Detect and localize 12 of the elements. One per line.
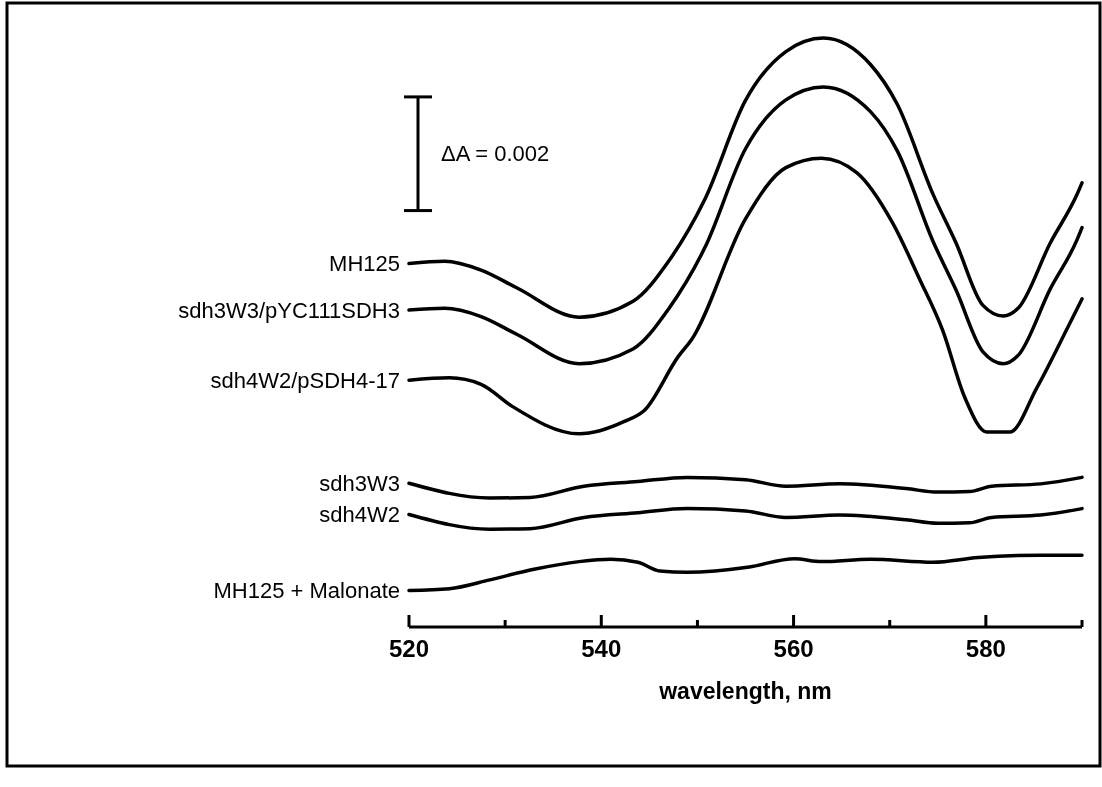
series-label: MH125 bbox=[329, 251, 400, 277]
x-tick-label: 580 bbox=[965, 635, 1006, 662]
series-label: sdh4W2/pSDH4-17 bbox=[210, 367, 400, 393]
x-tick-label: 540 bbox=[581, 635, 622, 662]
x-tick-label: 520 bbox=[388, 635, 430, 662]
series-label: MH125 + Malonate bbox=[213, 578, 400, 604]
x-tick-label: 560 bbox=[773, 635, 814, 662]
annotation: ΔA = 0.002 bbox=[441, 141, 550, 167]
x-axis-title: wavelength, nm bbox=[658, 678, 832, 704]
series-label: sdh4W2 bbox=[319, 502, 400, 528]
series-label: sdh3W3 bbox=[319, 470, 400, 496]
series-label: sdh3W3/pYC111SDH3 bbox=[178, 297, 400, 323]
